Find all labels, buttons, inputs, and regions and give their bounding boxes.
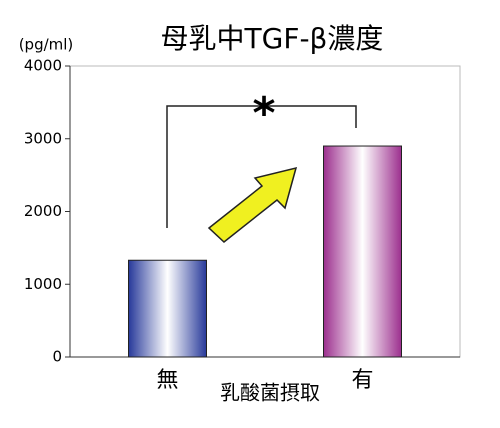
x-tick-label: 有 <box>351 368 373 393</box>
y-tick-label: 4000 <box>24 57 62 75</box>
x-tick-label: 無 <box>156 368 178 393</box>
y-unit: (pg/ml) <box>19 36 74 54</box>
x-axis-label: 乳酸菌摂取 <box>220 381 320 405</box>
bar <box>323 145 402 358</box>
y-tick-label: 1000 <box>24 275 62 293</box>
significance-mark: * <box>252 88 275 139</box>
significance-bracket <box>166 105 357 228</box>
chart-title: 母乳中TGF-β濃度 <box>161 22 384 55</box>
bar <box>128 259 207 358</box>
y-tick-label: 3000 <box>24 129 62 147</box>
y-tick-label: 0 <box>52 348 62 366</box>
trend-arrow <box>207 166 298 243</box>
y-tick-label: 2000 <box>24 202 62 220</box>
